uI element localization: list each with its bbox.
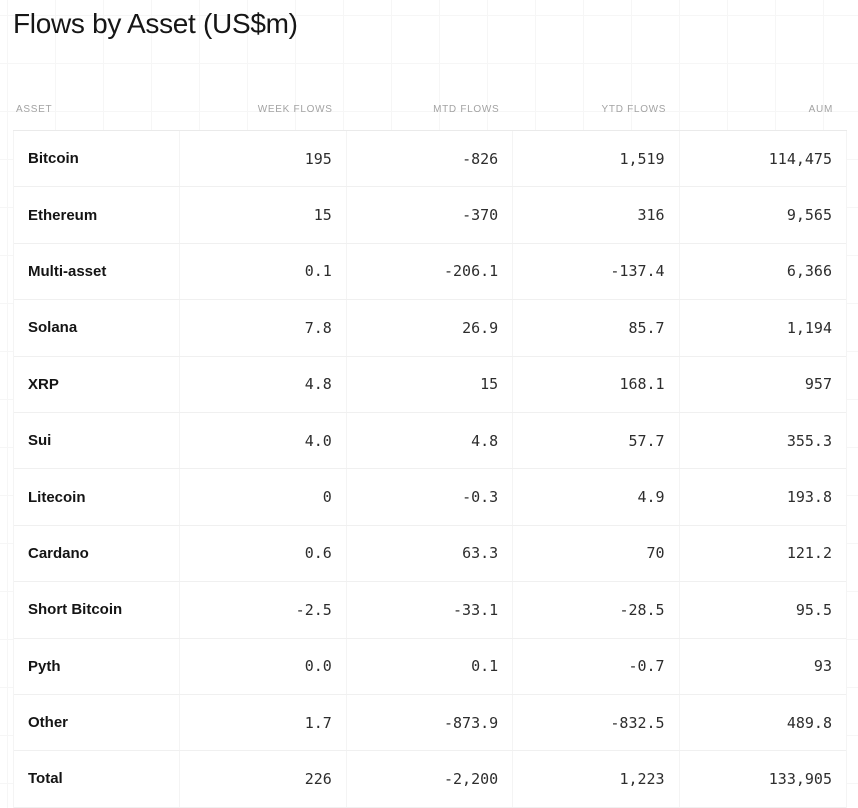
week-flows-cell: 4.8	[180, 356, 347, 412]
ytd-flows-cell: -0.7	[513, 638, 680, 694]
aum-cell: 957	[804, 375, 832, 394]
asset-name-cell: Multi-asset	[14, 243, 181, 300]
ytd-flows-cell: 57.7	[513, 412, 680, 469]
mtd-flows-cell: -2,200	[347, 751, 514, 807]
mtd-flows-cell: -873.9	[347, 694, 514, 751]
mtd-flows-cell: 0.1	[347, 638, 514, 694]
page-title: Flows by Asset (US$m)	[13, 8, 298, 39]
table-row: Multi-asset 0.1 -206.1 -137.4 6,366	[14, 243, 846, 301]
mtd-flows-cell: 15	[347, 356, 514, 412]
week-flows-cell: 0.6	[180, 525, 347, 582]
table-row: Bitcoin 195 -826 1,519 114,475	[14, 131, 846, 188]
table-header-row: ASSET WEEK FLOWS MTD FLOWS YTD FLOWS AUM	[13, 88, 847, 131]
table-row: Other 1.7 -873.9 -832.5 489.8	[14, 694, 846, 752]
ytd-flows-cell: -832.5	[513, 694, 680, 751]
ytd-flows-cell: -28.5	[513, 582, 680, 638]
week-flows-cell: 195	[180, 131, 347, 187]
mtd-flows-cell: -370	[347, 187, 514, 243]
ytd-flows-cell: 4.9	[513, 469, 680, 525]
mtd-flows-cell: 63.3	[347, 525, 514, 582]
column-header-aum: AUM	[808, 103, 833, 115]
column-header-week-flows: WEEK FLOWS	[257, 103, 333, 115]
mtd-flows-cell: 26.9	[347, 300, 514, 356]
mtd-flows-cell: -33.1	[347, 582, 514, 638]
week-flows-cell: 15	[180, 187, 347, 243]
aum-cell: 93	[813, 657, 832, 676]
aum-cell: 489.8	[786, 713, 832, 732]
aum-cell: 114,475	[768, 149, 832, 168]
table-row: Solana 7.8 26.9 85.7 1,194	[14, 300, 846, 357]
asset-name-cell: Short Bitcoin	[14, 582, 181, 638]
asset-name-cell: Other	[14, 694, 181, 751]
table-row: Cardano 0.6 63.3 70 121.2	[14, 525, 846, 583]
table-row: Pyth 0.0 0.1 -0.7 93	[14, 638, 846, 695]
week-flows-cell: 226	[180, 751, 347, 807]
week-flows-cell: 1.7	[180, 694, 347, 751]
ytd-flows-cell: 85.7	[513, 300, 680, 356]
ytd-flows-cell: 168.1	[513, 356, 680, 412]
ytd-flows-cell: 316	[513, 187, 680, 243]
aum-cell: 9,565	[786, 206, 832, 225]
table-row: Short Bitcoin -2.5 -33.1 -28.5 95.5	[14, 582, 846, 639]
table-row: Sui 4.0 4.8 57.7 355.3	[14, 412, 846, 470]
week-flows-cell: 0	[180, 469, 347, 525]
mtd-flows-cell: -206.1	[347, 243, 514, 300]
ytd-flows-cell: 1,223	[513, 751, 680, 807]
ytd-flows-cell: 70	[513, 525, 680, 582]
mtd-flows-cell: 4.8	[347, 412, 514, 469]
table-body: Bitcoin 195 -826 1,519 114,475 Ethereum …	[13, 131, 847, 808]
table-row: Ethereum 15 -370 316 9,565	[14, 187, 846, 244]
ytd-flows-cell: 1,519	[513, 131, 680, 187]
mtd-flows-cell: -826	[347, 131, 514, 187]
aum-cell: 6,366	[786, 262, 832, 281]
asset-name-cell: Litecoin	[14, 469, 181, 525]
week-flows-cell: 4.0	[180, 412, 347, 469]
week-flows-cell: 7.8	[180, 300, 347, 356]
week-flows-cell: -2.5	[180, 582, 347, 638]
column-header-mtd-flows: MTD FLOWS	[433, 103, 500, 115]
asset-name-cell: Sui	[14, 412, 181, 469]
aum-cell: 355.3	[786, 431, 832, 450]
aum-cell: 193.8	[786, 488, 832, 507]
asset-name-cell: Cardano	[14, 525, 181, 582]
mtd-flows-cell: -0.3	[347, 469, 514, 525]
aum-cell: 133,905	[768, 769, 832, 788]
week-flows-cell: 0.1	[180, 243, 347, 300]
asset-name-cell: XRP	[14, 356, 181, 412]
aum-cell: 95.5	[795, 600, 832, 619]
asset-name-cell: Pyth	[14, 638, 181, 694]
column-header-ytd-flows: YTD FLOWS	[601, 103, 667, 115]
ytd-flows-cell: -137.4	[513, 243, 680, 300]
column-header-asset: ASSET	[16, 103, 53, 115]
aum-cell: 1,194	[786, 318, 832, 337]
asset-name-cell: Total	[14, 751, 181, 807]
asset-name-cell: Ethereum	[14, 187, 181, 243]
table-row: XRP 4.8 15 168.1 957	[14, 356, 846, 413]
asset-name-cell: Solana	[14, 300, 181, 356]
aum-cell: 121.2	[786, 544, 832, 563]
flows-by-asset-table: ASSET WEEK FLOWS MTD FLOWS YTD FLOWS AUM…	[13, 88, 847, 808]
week-flows-cell: 0.0	[180, 638, 347, 694]
table-row: Total 226 -2,200 1,223 133,905	[14, 751, 846, 808]
table-row: Litecoin 0 -0.3 4.9 193.8	[14, 469, 846, 526]
asset-name-cell: Bitcoin	[14, 131, 181, 187]
